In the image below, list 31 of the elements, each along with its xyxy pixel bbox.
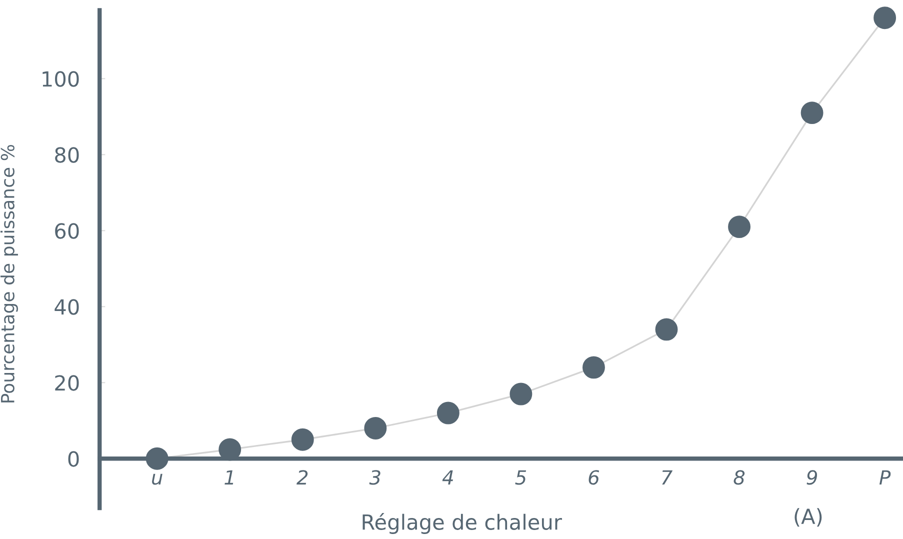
x-tick-label: 2 bbox=[296, 470, 308, 484]
y-tick-label: 60 bbox=[55, 223, 79, 239]
point bbox=[364, 416, 387, 440]
x-tick-label: 6 bbox=[588, 470, 600, 485]
y-tick-label: 100 bbox=[42, 71, 79, 87]
point bbox=[728, 216, 750, 238]
text: (A) bbox=[794, 508, 822, 527]
point bbox=[146, 447, 168, 470]
y-tick-label: 20 bbox=[55, 375, 79, 391]
x-tick-label: P bbox=[879, 470, 891, 484]
x-tick-label: 3 bbox=[369, 470, 380, 485]
point bbox=[510, 382, 532, 406]
point bbox=[436, 402, 460, 424]
point bbox=[874, 6, 896, 30]
x-tick-label: 7 bbox=[662, 470, 672, 484]
x-tick-label: 5 bbox=[515, 470, 526, 485]
y-tick-label: 40 bbox=[54, 299, 79, 315]
x-tick-label: 1 bbox=[224, 470, 234, 484]
point bbox=[655, 318, 678, 341]
y-axis-title: Pourcentage de puissance % bbox=[0, 144, 18, 402]
x-tick-label: u bbox=[152, 474, 162, 485]
x-tick-label: 8 bbox=[734, 470, 745, 485]
point bbox=[582, 356, 605, 379]
point bbox=[291, 428, 314, 451]
x-axis-title: Réglage de chaleur bbox=[362, 512, 562, 534]
y-tick-label: 80 bbox=[55, 147, 79, 163]
y-tick-label: 0 bbox=[68, 451, 79, 467]
x-tick-label: 9 bbox=[806, 470, 818, 485]
point bbox=[218, 438, 242, 461]
point bbox=[800, 102, 824, 124]
x-tick-label: 4 bbox=[442, 470, 453, 484]
